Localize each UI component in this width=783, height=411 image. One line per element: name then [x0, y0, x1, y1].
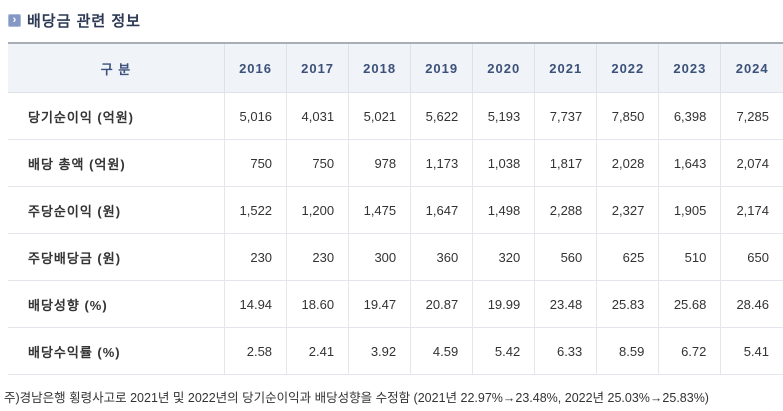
header-cell-year: 2016 [223, 43, 287, 93]
table-row: 주당순이익 (원) 1,522 1,200 1,475 1,647 1,498 2,288 2… [8, 186, 783, 234]
table-cell: 3.92 [348, 327, 411, 375]
table-cell: 2.58 [223, 327, 287, 375]
row-label: 배당 총액 (억원) [8, 139, 225, 187]
table-cell: 2,074 [720, 139, 783, 187]
table-cell: 1,200 [286, 186, 349, 234]
header-cell-year: 2024 [720, 43, 783, 93]
table-header-row: 구 분 2016 2017 2018 2019 2020 2021 2022 2023 2024 [8, 43, 783, 93]
table-cell: 978 [348, 139, 411, 187]
table-cell: 1,173 [410, 139, 473, 187]
header-cell-year: 2020 [472, 43, 535, 93]
table-cell: 2.41 [286, 327, 349, 375]
header-cell-year: 2022 [596, 43, 659, 93]
table-cell: 7,737 [534, 92, 597, 140]
table-cell: 7,850 [596, 92, 659, 140]
table-cell: 560 [534, 233, 597, 281]
table-cell: 20.87 [410, 280, 473, 328]
table-cell: 14.94 [223, 280, 287, 328]
table-cell: 1,522 [223, 186, 287, 234]
table-row: 배당수익률 (%) 2.58 2.41 3.92 4.59 5.42 6.33 8.59 6.7… [8, 327, 783, 375]
table-cell: 1,038 [472, 139, 535, 187]
table-cell: 750 [223, 139, 287, 187]
table-row: 배당성향 (%) 14.94 18.60 19.47 20.87 19.99 23.48 25… [8, 280, 783, 328]
page-title: 배당금 관련 정보 [27, 13, 141, 30]
table-cell: 8.59 [596, 327, 659, 375]
header-cell-year: 2018 [348, 43, 411, 93]
table-row: 배당 총액 (억원) 750 750 978 1,173 1,038 1,817 2,028 1… [8, 139, 783, 187]
table-row: 주당배당금 (원) 230 230 300 360 320 560 625 510 650 [8, 233, 783, 281]
table-body: 당기순이익 (억원) 5,016 4,031 5,021 5,622 5,193 7,737… [8, 92, 783, 375]
table-cell: 4,031 [286, 92, 349, 140]
table-cell: 2,174 [720, 186, 783, 234]
header-cell-year: 2017 [286, 43, 349, 93]
table-cell: 230 [223, 233, 287, 281]
header-cell-year: 2019 [410, 43, 473, 93]
table-cell: 23.48 [534, 280, 597, 328]
table-cell: 750 [286, 139, 349, 187]
table-cell: 5.42 [472, 327, 535, 375]
table-cell: 1,647 [410, 186, 473, 234]
table-row: 당기순이익 (억원) 5,016 4,031 5,021 5,622 5,193 7,737… [8, 92, 783, 140]
table-cell: 5,016 [223, 92, 287, 140]
row-label: 주당배당금 (원) [8, 233, 225, 281]
table-cell: 5,021 [348, 92, 411, 140]
table-cell: 2,288 [534, 186, 597, 234]
table-cell: 25.68 [658, 280, 721, 328]
table-cell: 6.72 [658, 327, 721, 375]
table-cell: 7,285 [720, 92, 783, 140]
row-label: 배당수익률 (%) [8, 327, 225, 375]
header-cell-year: 2021 [534, 43, 597, 93]
table-cell: 4.59 [410, 327, 473, 375]
table-cell: 320 [472, 233, 535, 281]
section-title: › 배당금 관련 정보 [8, 10, 783, 31]
chevron-right-icon: › [8, 14, 21, 27]
table-cell: 28.46 [720, 280, 783, 328]
table-cell: 19.47 [348, 280, 411, 328]
table-cell: 1,817 [534, 139, 597, 187]
footnote: 주)경남은행 횡령사고로 2021년 및 2022년의 당기순이익과 배당성향을… [4, 391, 709, 405]
row-label: 당기순이익 (억원) [8, 92, 225, 140]
table-cell: 1,475 [348, 186, 411, 234]
header-cell-label: 구 분 [8, 43, 225, 93]
table-cell: 360 [410, 233, 473, 281]
table-head: 구 분 2016 2017 2018 2019 2020 2021 2022 2023 2024 [8, 43, 783, 93]
table-cell: 300 [348, 233, 411, 281]
table-cell: 2,028 [596, 139, 659, 187]
table-cell: 1,905 [658, 186, 721, 234]
table-cell: 6.33 [534, 327, 597, 375]
row-label: 배당성향 (%) [8, 280, 225, 328]
table-cell: 510 [658, 233, 721, 281]
table-cell: 1,643 [658, 139, 721, 187]
table-cell: 1,498 [472, 186, 535, 234]
table-cell: 18.60 [286, 280, 349, 328]
table-cell: 5,193 [472, 92, 535, 140]
header-cell-year: 2023 [658, 43, 721, 93]
table-cell: 19.99 [472, 280, 535, 328]
dividend-table: 구 분 2016 2017 2018 2019 2020 2021 2022 2023 2024 … [8, 42, 783, 375]
table-cell: 625 [596, 233, 659, 281]
table-cell: 5.41 [720, 327, 783, 375]
table-cell: 5,622 [410, 92, 473, 140]
table-cell: 25.83 [596, 280, 659, 328]
table-cell: 230 [286, 233, 349, 281]
row-label: 주당순이익 (원) [8, 186, 225, 234]
table-cell: 6,398 [658, 92, 721, 140]
table-cell: 650 [720, 233, 783, 281]
table-cell: 2,327 [596, 186, 659, 234]
